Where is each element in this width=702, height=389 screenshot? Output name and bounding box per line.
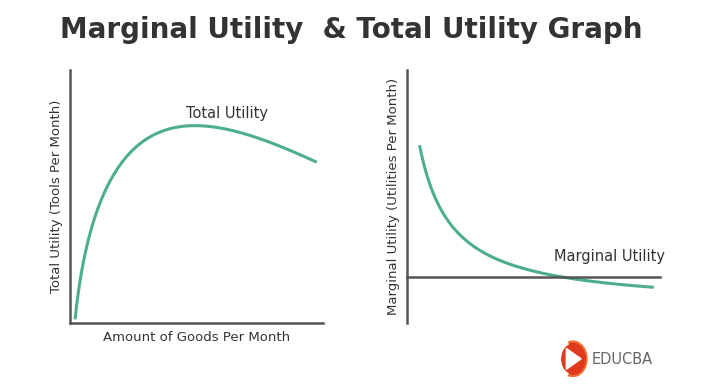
X-axis label: Amount of Goods Per Month: Amount of Goods Per Month	[103, 331, 290, 344]
Text: Marginal Utility: Marginal Utility	[554, 249, 665, 264]
Y-axis label: Marginal Utility (Utilities Per Month): Marginal Utility (Utilities Per Month)	[388, 78, 400, 315]
Circle shape	[560, 343, 585, 374]
Text: Total Utility: Total Utility	[187, 105, 268, 121]
Polygon shape	[567, 349, 581, 369]
Text: Marginal Utility  & Total Utility Graph: Marginal Utility & Total Utility Graph	[60, 16, 642, 44]
Circle shape	[559, 341, 587, 377]
Text: EDUCBA: EDUCBA	[592, 352, 653, 367]
Y-axis label: Total Utility (Tools Per Month): Total Utility (Tools Per Month)	[51, 100, 63, 293]
